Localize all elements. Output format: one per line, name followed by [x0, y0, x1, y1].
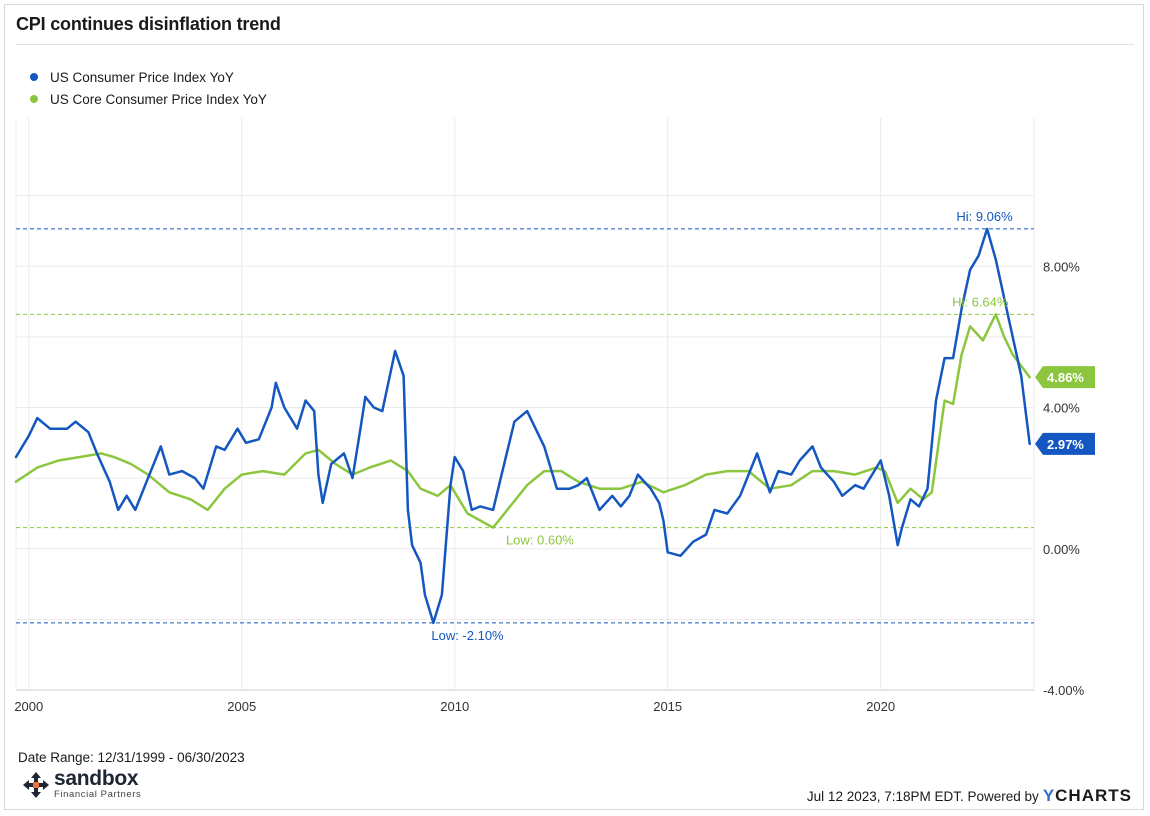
y-tick-label: 8.00%	[1043, 259, 1080, 274]
legend: US Consumer Price Index YoY US Core Cons…	[30, 66, 267, 110]
label-layer: 2000 2005 2010 2015 2020 8.00% 4.00% 0.00% -4.00…	[14, 209, 1095, 714]
legend-label-core-cpi: US Core Consumer Price Index YoY	[50, 91, 267, 107]
x-tick-label: 2005	[227, 699, 256, 714]
x-tick-label: 2020	[866, 699, 895, 714]
y-tick-label: 0.00%	[1043, 542, 1080, 557]
ycharts-logo[interactable]: YCHARTS	[1043, 786, 1132, 806]
cpi-end-value: 2.97%	[1047, 437, 1084, 452]
legend-item-core-cpi[interactable]: US Core Consumer Price Index YoY	[30, 88, 267, 110]
y-tick-label: -4.00%	[1043, 683, 1085, 698]
chart-frame	[4, 4, 1144, 810]
series-layer	[14, 227, 1031, 625]
footer-attribution: Jul 12 2023, 7:18PM EDT. Powered by YCHA…	[807, 786, 1132, 806]
ycharts-logo-y: Y	[1042, 786, 1056, 805]
title-divider	[16, 44, 1134, 45]
timestamp: Jul 12 2023, 7:18PM EDT. Powered by	[806, 788, 1039, 804]
ycharts-logo-rest: CHARTS	[1055, 786, 1132, 805]
x-tick-label: 2000	[14, 699, 43, 714]
annotation-label: Hi: 6.64%	[952, 294, 1009, 309]
logo-name: sandbox	[54, 767, 139, 790]
date-range: Date Range: 12/31/1999 - 06/30/2023	[18, 750, 245, 765]
x-tick-label: 2010	[440, 699, 469, 714]
legend-dot-cpi	[30, 73, 38, 81]
cpi-series-line	[14, 227, 1031, 625]
logo-subtitle: Financial Partners	[54, 789, 142, 800]
move-arrows-icon	[23, 771, 49, 798]
core-cpi-series-line	[14, 313, 1031, 529]
legend-label-cpi: US Consumer Price Index YoY	[50, 69, 234, 85]
legend-item-cpi[interactable]: US Consumer Price Index YoY	[30, 66, 267, 88]
y-tick-label: 4.00%	[1043, 401, 1080, 416]
reference-lines	[16, 228, 1034, 624]
legend-dot-core-cpi	[30, 95, 38, 103]
annotation-label: Hi: 9.06%	[956, 209, 1013, 224]
grid-layer	[15, 118, 1035, 691]
x-tick-label: 2015	[653, 699, 682, 714]
cpi-end-tag	[1035, 432, 1095, 455]
core-cpi-end-tag	[1035, 366, 1095, 389]
annotation-label: Low: 0.60%	[506, 533, 574, 548]
chart-title: CPI continues disinflation trend	[16, 14, 281, 34]
annotation-label: Low: -2.10%	[431, 628, 504, 643]
core-cpi-end-value: 4.86%	[1047, 370, 1084, 385]
sandbox-logo: sandbox Financial Partners	[22, 767, 142, 800]
